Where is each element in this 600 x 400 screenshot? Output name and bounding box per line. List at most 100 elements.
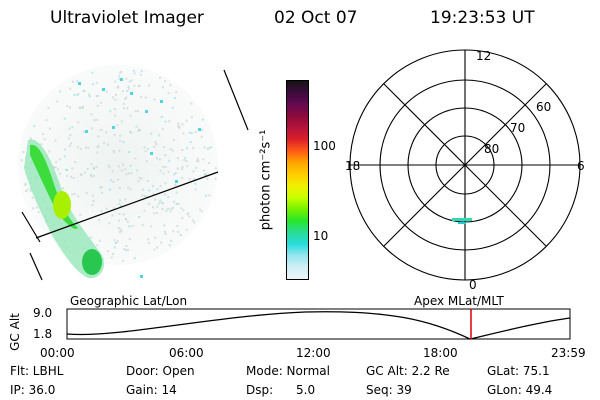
speckle-dot (154, 141, 157, 144)
speckle-dot (112, 96, 115, 99)
speckle-dot (146, 195, 149, 198)
speckle-dot (130, 172, 133, 174)
speckle-dot (158, 158, 161, 161)
speckle-dot (164, 80, 167, 83)
speckle-dot (168, 244, 171, 247)
speckle-dot (100, 101, 103, 104)
speckle-dot (113, 114, 116, 117)
speckle-dot (112, 149, 115, 152)
speckle-dot (65, 168, 67, 171)
speckle-dot (55, 161, 58, 164)
speckle-dot (203, 146, 206, 149)
speckle-dot (111, 252, 114, 255)
speckle-dot (125, 245, 128, 247)
speckle-dot (70, 175, 73, 178)
speckle-dot (77, 121, 80, 124)
speckle-dot (79, 213, 82, 216)
speckle-dot (162, 146, 165, 149)
speckle-dot (109, 110, 112, 113)
speckle-dot (148, 84, 150, 87)
speckle-dot (97, 94, 99, 97)
speckle-dot (169, 148, 172, 151)
speckle-dot (137, 84, 140, 87)
speckle-dot (124, 168, 127, 171)
speckle-dot (133, 69, 135, 72)
speckle-dot (127, 248, 130, 251)
speckle-dot (153, 212, 155, 215)
speckle-dot (105, 207, 108, 210)
speckle-dot (63, 117, 66, 120)
info-glon: GLon: 49.4 (487, 383, 553, 397)
speckle-dot (145, 160, 148, 163)
speckle-dot (160, 241, 163, 244)
speckle-dot (122, 90, 124, 93)
speckle-dot (120, 120, 123, 123)
speckle-dot (85, 192, 88, 194)
limb-line-bottom (29, 252, 43, 281)
speckle-dot (86, 168, 89, 171)
speckle-dot (118, 149, 121, 152)
altitude-strip (66, 308, 571, 340)
speckle-dot (69, 134, 72, 137)
speckle-dot (43, 138, 46, 141)
speckle-dot (154, 236, 157, 239)
speckle-dot (24, 183, 27, 186)
speckle-dot (73, 94, 76, 96)
speckle-dot (91, 204, 94, 206)
speckle-dot (201, 118, 204, 121)
speckle-dot (88, 93, 90, 96)
colorbar-unit-label: photon cm⁻²s⁻¹ (258, 129, 274, 231)
speckle-dot (153, 248, 156, 251)
speckle-dot (56, 100, 59, 103)
speckle-dot (167, 92, 170, 95)
speckle-dot (139, 73, 142, 76)
speckle-dot (138, 176, 141, 179)
limb-line-left (21, 211, 41, 243)
speckle-dot (29, 137, 32, 140)
speckle-dot (128, 237, 131, 240)
speckle-dot (162, 165, 165, 168)
speckle-dot (88, 95, 91, 98)
speckle-dot (140, 70, 143, 73)
speckle-dot (205, 174, 207, 176)
speckle-dot (112, 180, 115, 183)
speckle-dot (150, 132, 153, 135)
speckle-dot (203, 173, 206, 176)
speckle-dot (118, 75, 121, 78)
geo-latlon-title: Geographic Lat/Lon (70, 294, 188, 308)
speckle-dot (32, 207, 35, 210)
speckle-dot (210, 146, 213, 149)
speckle-dot (208, 194, 211, 197)
speckle-dot (87, 146, 90, 149)
speckle-dot (114, 80, 117, 83)
x-tick-0000: 00:00 (40, 346, 75, 360)
speckle-dot (125, 77, 128, 80)
speckle-dot (74, 161, 77, 164)
speckle-dot (76, 94, 79, 96)
speckle-dot (208, 146, 211, 149)
speckle-dot (59, 158, 61, 161)
speckle-dot (180, 207, 183, 210)
speckle-dot (156, 157, 158, 160)
speckle-dot (118, 213, 121, 216)
speckle-dot (148, 189, 151, 192)
speckle-dot (119, 71, 122, 74)
speckle-dot (91, 83, 94, 86)
speckle-dot (144, 150, 147, 153)
speckle-dot (172, 138, 175, 141)
speckle-dot (127, 186, 130, 189)
speckle-dot (177, 230, 180, 233)
speckle-dot (156, 246, 159, 249)
speckle-dot (80, 173, 83, 176)
speckle-dot (20, 159, 23, 162)
speckle-dot (161, 208, 164, 210)
speckle-dot (164, 182, 167, 185)
speckle-dot (181, 149, 184, 151)
speckle-dot (206, 178, 209, 180)
speckle-dot (174, 184, 177, 186)
speckle-dot (91, 71, 94, 74)
speckle-dot (200, 210, 203, 213)
date-label: 02 Oct 07 (274, 8, 358, 28)
time-label: 19:23:53 UT (430, 8, 535, 28)
speckle-dot (176, 167, 179, 170)
